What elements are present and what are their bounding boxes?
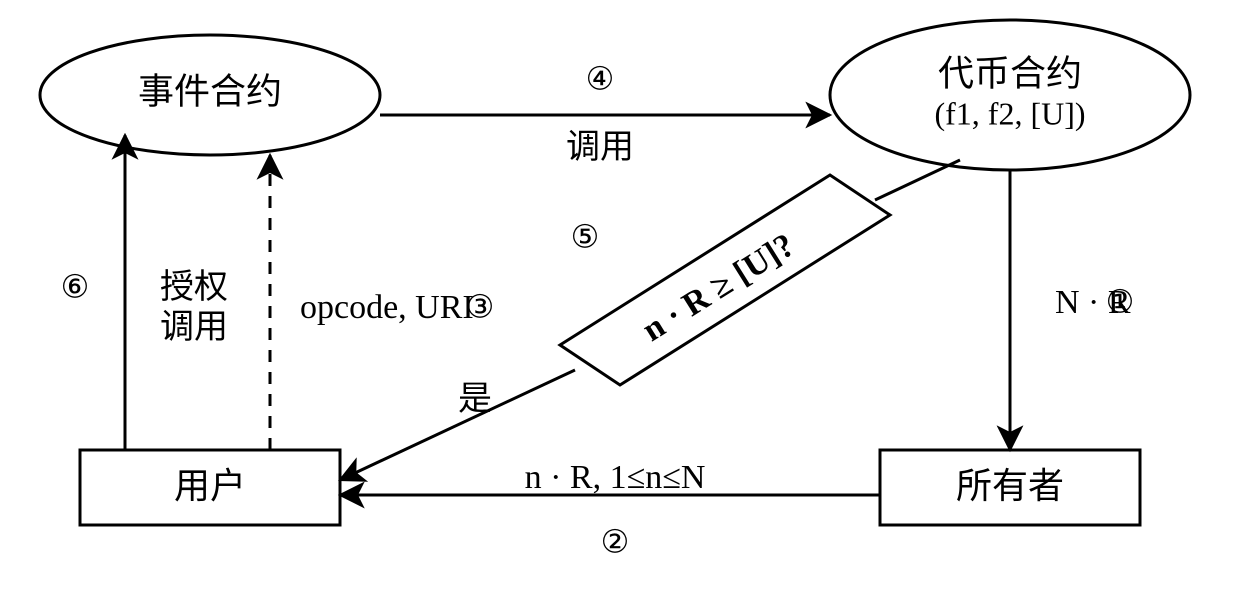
edge-e6-step-icon: ⑥ [61,268,90,304]
edge-e6-label2: 调用 [160,309,228,346]
edge-e4-label: 调用 [566,129,634,166]
edge-e3-label: opcode, URI [300,289,474,326]
edge-e2-label: n · R, 1≤n≤N [525,459,706,496]
edge-e5-step-icon: ⑤ [571,218,600,254]
user-label: 用户 [174,466,246,506]
owner-label: 所有者 [956,466,1064,506]
edge-e4-step-icon: ④ [586,60,615,96]
edge-e5-label: 是 [458,381,492,418]
event_contract-label: 事件合约 [138,71,282,111]
edge-e6-label: 授权 [160,268,228,306]
token_contract-label: 代币合约 [938,53,1082,93]
edge-e1-label: N · R [1055,284,1131,321]
edge-e2-step-icon: ② [601,523,630,559]
token_contract-sublabel: (f1, f2, [U]) [934,95,1085,131]
